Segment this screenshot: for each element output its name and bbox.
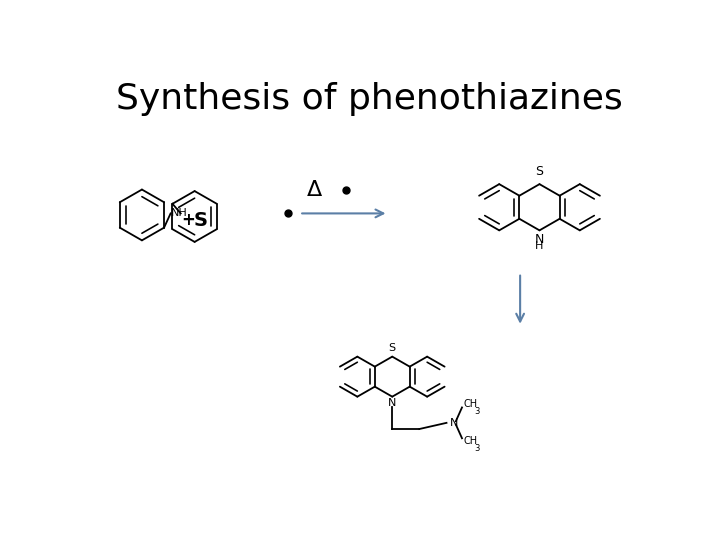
Text: NH: NH [171,208,188,218]
Text: 3: 3 [474,407,480,416]
Text: CH: CH [464,400,477,409]
Text: S: S [536,165,544,178]
Text: CH: CH [464,436,477,447]
Text: N: N [388,398,397,408]
Text: S: S [389,343,396,353]
Text: 3: 3 [474,444,480,453]
Text: S: S [194,211,208,230]
Text: Synthesis of phenothiazines: Synthesis of phenothiazines [116,83,622,117]
Text: H: H [535,241,544,251]
Text: +: + [181,211,195,230]
Text: N: N [535,233,544,246]
Text: Δ: Δ [307,180,323,200]
Text: N: N [449,418,458,428]
